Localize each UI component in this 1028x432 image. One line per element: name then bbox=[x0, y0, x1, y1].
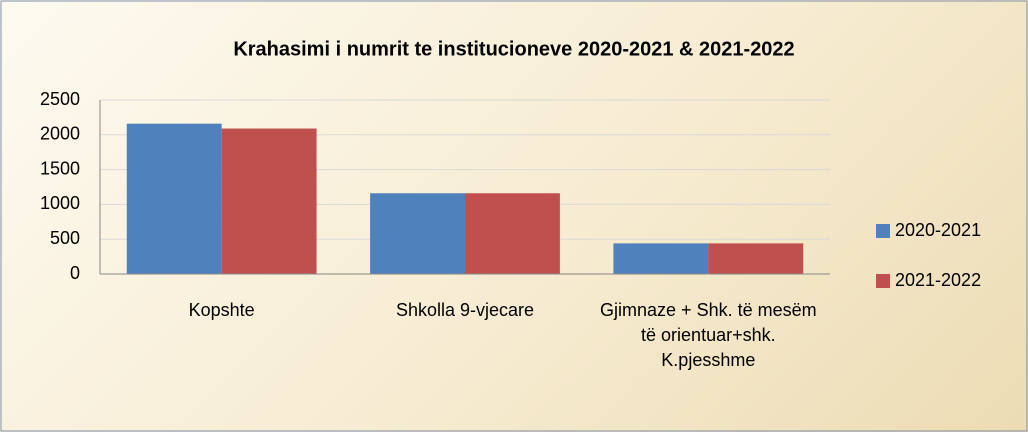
y-tick-label: 2000 bbox=[40, 124, 80, 144]
y-tick-label: 0 bbox=[70, 263, 80, 283]
bar bbox=[126, 123, 222, 274]
x-tick-label: Kopshte bbox=[188, 300, 255, 320]
y-tick-label: 2500 bbox=[40, 89, 80, 109]
bar bbox=[221, 128, 317, 274]
chart-title: Krahasimi i numrit te institucioneve 202… bbox=[233, 38, 794, 60]
legend-swatch bbox=[876, 274, 890, 288]
legend-label: 2021-2022 bbox=[895, 270, 981, 290]
bar bbox=[708, 243, 804, 274]
x-tick-label: Shkolla 9-vjecare bbox=[395, 300, 535, 320]
bar bbox=[465, 193, 560, 274]
legend-swatch bbox=[876, 224, 890, 238]
legend-label: 2020-2021 bbox=[895, 220, 981, 240]
x-tick-label: Gjimnaze + Shk. të mesëm të orientuar+sh… bbox=[600, 300, 817, 370]
y-tick-label: 1000 bbox=[40, 193, 80, 213]
bar bbox=[613, 243, 709, 274]
bar bbox=[370, 193, 465, 274]
y-tick-label: 500 bbox=[50, 228, 80, 248]
y-tick-label: 1500 bbox=[40, 158, 80, 178]
